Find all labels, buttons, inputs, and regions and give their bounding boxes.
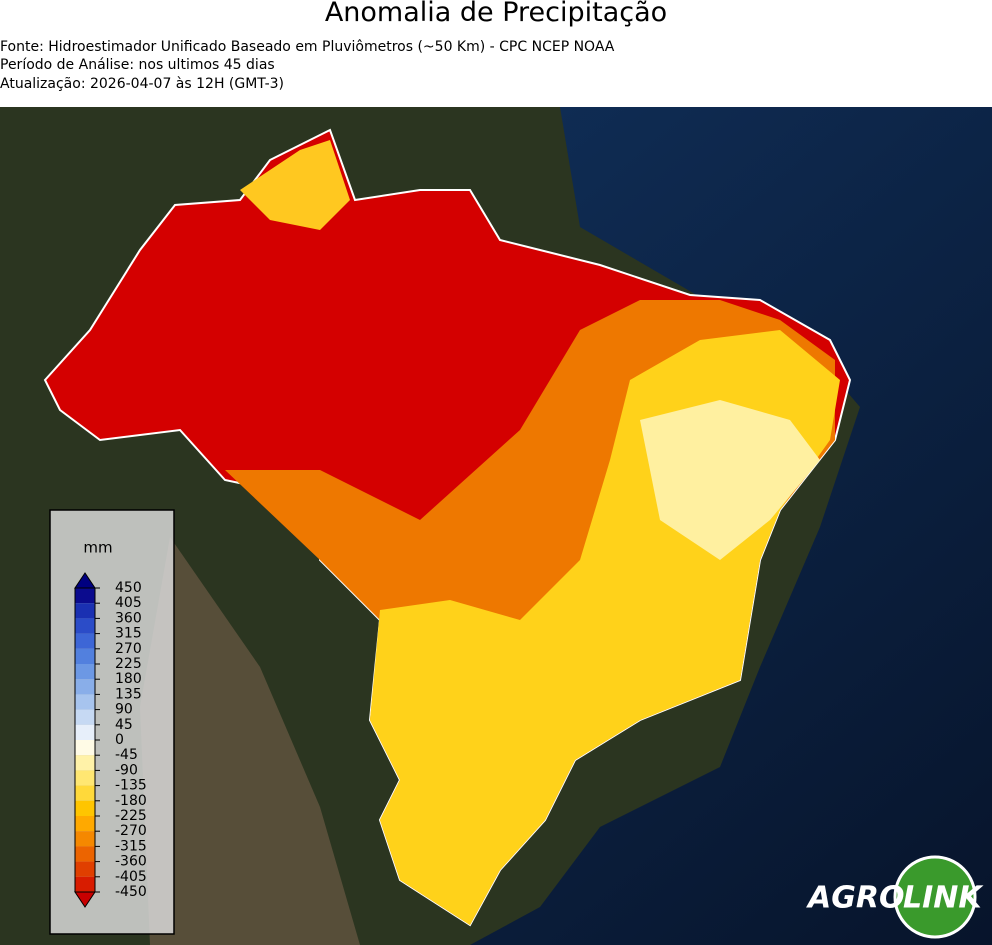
color-bin: [75, 648, 95, 664]
tick-label: 45: [115, 717, 133, 733]
tick-label: -270: [115, 823, 147, 839]
legend-unit: mm: [83, 539, 112, 557]
color-bin: [75, 755, 95, 771]
subtitle: Atualização: 2026-04-07 às 12H (GMT-3): [0, 76, 284, 92]
tick-label: -360: [115, 854, 147, 870]
map-title: Anomalia de Precipitação: [324, 0, 668, 28]
logo-text: LINK: [903, 881, 984, 916]
tick-label: 225: [115, 656, 142, 672]
subtitle: Período de Análise: nos ultimos 45 dias: [0, 57, 275, 73]
color-bin: [75, 618, 95, 634]
tick-label: 0: [115, 732, 124, 748]
color-bin: [75, 588, 95, 604]
color-bin: [75, 709, 95, 725]
color-bin: [75, 861, 95, 877]
color-bin: [75, 831, 95, 847]
color-bin: [75, 740, 95, 756]
tick-label: 450: [115, 580, 142, 596]
tick-label: -225: [115, 808, 147, 824]
legend-box: [49, 509, 175, 935]
color-bin: [75, 633, 95, 649]
tick-label: 360: [115, 610, 142, 626]
color-bin: [75, 770, 95, 786]
tick-label: 270: [115, 641, 142, 657]
tick-label: 180: [115, 671, 142, 687]
tick-label: -405: [115, 869, 147, 885]
subtitle: Fonte: Hidroestimador Unificado Baseado …: [0, 39, 615, 55]
land: [140, 537, 360, 945]
tick-label: -180: [115, 793, 147, 809]
logo-circle: [893, 855, 977, 939]
color-bin: [75, 694, 95, 710]
tick-label: -90: [115, 762, 138, 778]
tick-label: 315: [115, 626, 142, 642]
brazil: [43, 128, 852, 927]
tick-label: -45: [115, 747, 138, 763]
tick-label: 135: [115, 686, 142, 702]
colorbar: mm45040536031527022518013590450-45-90-13…: [74, 539, 147, 908]
color-bin: [75, 603, 95, 619]
tick-label: -450: [115, 884, 147, 900]
tick-label: 90: [115, 702, 133, 718]
color-bin: [75, 816, 95, 832]
color-bin: [75, 876, 95, 892]
tick-label: 405: [115, 595, 142, 611]
map: mm45040536031527022518013590450-45-90-13…: [0, 107, 992, 945]
color-bin: [75, 664, 95, 680]
color-bin: [75, 846, 95, 862]
anomaly-area: [240, 140, 350, 230]
color-bin: [75, 724, 95, 740]
anomaly-area: [640, 400, 820, 560]
logo: AGRO LINK: [806, 855, 984, 939]
color-bin: [75, 679, 95, 695]
tick-label: -135: [115, 778, 147, 794]
logo-text: AGRO: [806, 881, 904, 916]
tick-label: -315: [115, 838, 147, 854]
color-bin: [75, 800, 95, 816]
color-bin: [75, 785, 95, 801]
